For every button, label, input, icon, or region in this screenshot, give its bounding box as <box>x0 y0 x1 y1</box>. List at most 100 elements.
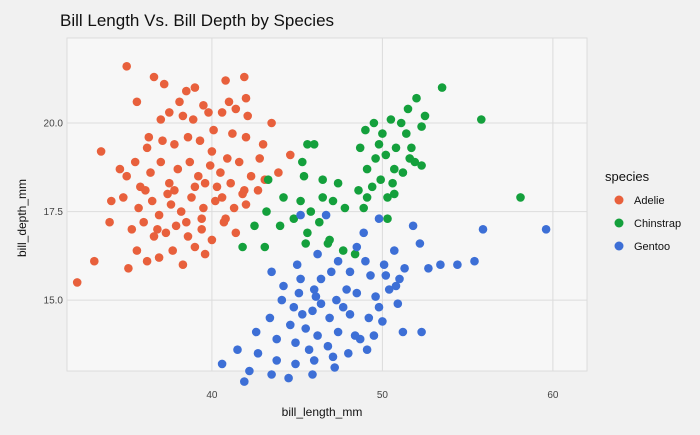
data-point-gentoo <box>323 341 333 351</box>
data-point-gentoo <box>294 288 304 298</box>
data-point-chinstrap <box>390 164 399 174</box>
data-point-adelie <box>229 203 239 213</box>
data-point-gentoo <box>291 359 300 369</box>
data-point-chinstrap <box>279 193 288 202</box>
data-point-chinstrap <box>516 193 525 202</box>
data-point-chinstrap <box>402 129 411 138</box>
data-point-adelie <box>187 193 196 202</box>
data-point-gentoo <box>296 210 305 220</box>
data-point-gentoo <box>478 225 488 234</box>
data-point-gentoo <box>311 292 321 301</box>
data-point-adelie <box>243 111 252 121</box>
data-point-chinstrap <box>383 214 392 223</box>
data-point-gentoo <box>279 281 288 291</box>
data-point-gentoo <box>304 345 314 355</box>
data-point-chinstrap <box>325 235 334 245</box>
x-axis-ticks: 40 50 60 <box>206 390 559 401</box>
data-point-gentoo <box>393 299 403 309</box>
data-point-chinstrap <box>309 140 319 149</box>
data-point-gentoo <box>267 267 276 277</box>
data-point-gentoo <box>362 345 372 355</box>
data-points <box>72 62 551 386</box>
data-point-gentoo <box>384 285 394 294</box>
data-point-chinstrap <box>289 214 299 223</box>
data-point-chinstrap <box>371 154 380 163</box>
legend-label-adelie: Adelie <box>634 195 665 207</box>
data-point-adelie <box>216 168 225 177</box>
data-point-adelie <box>246 171 256 181</box>
data-point-adelie <box>142 143 152 153</box>
data-point-adelie <box>228 129 237 138</box>
data-point-adelie <box>212 182 222 192</box>
data-point-chinstrap <box>412 93 421 103</box>
data-point-chinstrap <box>299 171 309 181</box>
data-point-gentoo <box>233 345 242 355</box>
data-point-gentoo <box>453 260 462 270</box>
data-point-gentoo <box>352 242 362 252</box>
data-point-adelie <box>200 249 210 259</box>
data-point-adelie <box>72 278 82 287</box>
data-point-adelie <box>115 164 125 174</box>
data-point-adelie <box>132 97 142 107</box>
data-point-chinstrap <box>386 115 396 124</box>
data-point-gentoo <box>251 327 261 337</box>
data-point-adelie <box>238 189 247 199</box>
data-point-adelie <box>127 225 137 234</box>
data-point-chinstrap <box>338 246 348 255</box>
data-point-adelie <box>173 164 183 174</box>
data-point-chinstrap <box>275 221 285 231</box>
x-tick-label: 50 <box>377 390 389 401</box>
data-point-gentoo <box>272 334 282 344</box>
data-point-adelie <box>156 157 166 167</box>
data-point-adelie <box>241 132 251 142</box>
y-tick-label: 17.5 <box>44 207 64 218</box>
data-point-gentoo <box>395 274 404 284</box>
data-point-gentoo <box>309 356 319 365</box>
data-point-adelie <box>141 186 150 195</box>
data-point-gentoo <box>292 260 302 270</box>
data-point-chinstrap <box>263 175 273 184</box>
data-point-chinstrap <box>398 168 408 177</box>
data-point-adelie <box>154 253 164 262</box>
data-point-adelie <box>96 147 106 156</box>
data-point-adelie <box>231 228 241 238</box>
data-point-gentoo <box>245 366 254 376</box>
data-point-adelie <box>190 182 200 192</box>
data-point-gentoo <box>284 373 293 383</box>
data-point-adelie <box>132 246 142 255</box>
data-point-gentoo <box>217 359 227 369</box>
data-point-adelie <box>146 168 155 177</box>
data-point-gentoo <box>313 249 322 259</box>
data-point-chinstrap <box>477 115 486 124</box>
data-point-gentoo <box>345 267 355 277</box>
legend: species Adelie Chinstrap Gentoo <box>605 169 681 253</box>
data-point-adelie <box>90 256 99 266</box>
x-tick-label: 40 <box>206 390 218 401</box>
data-point-gentoo <box>361 256 370 266</box>
data-point-adelie <box>197 225 206 234</box>
data-point-chinstrap <box>417 161 426 170</box>
data-point-chinstrap <box>417 122 426 131</box>
data-point-chinstrap <box>359 203 369 213</box>
data-point-adelie <box>122 62 131 71</box>
data-point-gentoo <box>408 221 418 231</box>
data-point-gentoo <box>369 331 379 340</box>
data-point-adelie <box>154 210 164 220</box>
data-point-adelie <box>168 246 177 255</box>
data-point-gentoo <box>470 256 479 266</box>
data-point-adelie <box>119 193 128 202</box>
data-point-gentoo <box>352 288 362 298</box>
data-point-gentoo <box>371 292 380 301</box>
data-point-chinstrap <box>396 118 406 128</box>
data-point-adelie <box>122 171 131 181</box>
data-point-gentoo <box>313 331 322 340</box>
data-point-gentoo <box>298 310 307 319</box>
data-point-gentoo <box>328 352 338 362</box>
data-point-chinstrap <box>238 242 247 252</box>
data-point-chinstrap <box>340 203 350 213</box>
data-point-adelie <box>124 264 133 273</box>
data-point-gentoo <box>253 349 263 358</box>
data-point-gentoo <box>342 285 351 294</box>
x-tick-label: 60 <box>547 390 559 401</box>
data-point-gentoo <box>289 302 299 312</box>
